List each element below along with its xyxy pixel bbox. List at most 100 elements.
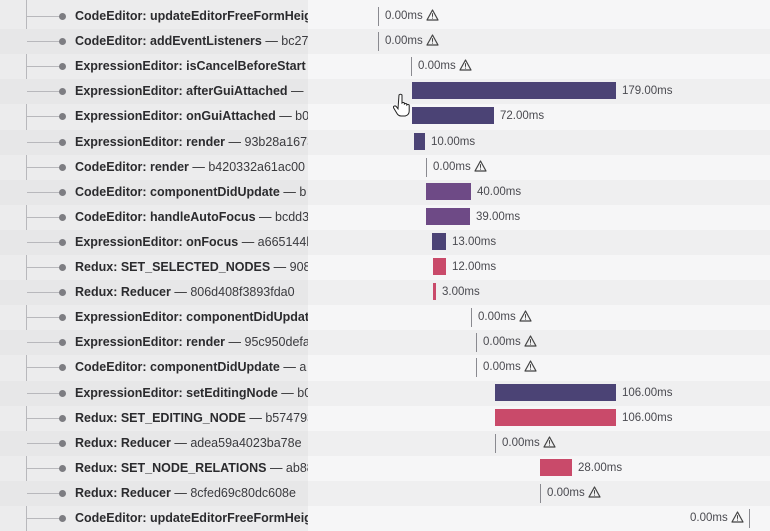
span-operation: CodeEditor: updateEditorFreeFormHeight: [75, 511, 308, 525]
span-row[interactable]: ExpressionEditor: afterGuiAttached — 179.…: [0, 79, 770, 105]
span-label: CodeEditor: handleAutoFocus — bcdd3: [75, 209, 308, 224]
span-tick: [476, 333, 477, 353]
span-duration: 106.00ms: [622, 411, 673, 424]
tree-connector: [27, 317, 63, 319]
span-duration: 10.00ms: [431, 135, 476, 148]
span-row[interactable]: ExpressionEditor: isCancelBeforeStart 0.0…: [0, 54, 770, 79]
tree-connector: [27, 141, 63, 143]
tree-node-dot: [59, 63, 66, 71]
warning-icon: [459, 59, 472, 71]
warning-icon: [524, 335, 537, 347]
tree-connector: [27, 216, 63, 218]
span-id: b0: [295, 109, 308, 124]
span-duration: 0.00ms: [483, 335, 537, 350]
span-row[interactable]: ExpressionEditor: componentDidUpdate 0.00…: [0, 305, 770, 330]
span-operation: ExpressionEditor: afterGuiAttached: [75, 84, 288, 99]
span-duration: 72.00ms: [500, 110, 545, 123]
span-bar[interactable]: [414, 132, 425, 150]
span-id: ab88: [285, 460, 308, 475]
span-id: b574793: [265, 410, 308, 425]
tree-guide-line: [26, 0, 27, 531]
span-row[interactable]: Redux: SET_EDITING_NODE — b574793 106.00m…: [0, 406, 770, 431]
span-bar[interactable]: [433, 283, 436, 301]
span-row[interactable]: Redux: Reducer — 8cfed69c80dc608e 0.00ms: [0, 480, 770, 506]
span-row[interactable]: CodeEditor: addEventListeners — bc27 0.00…: [0, 29, 770, 55]
tree-connector: [27, 518, 63, 519]
span-duration: 179.00ms: [622, 85, 673, 98]
span-duration: 0.00ms: [547, 486, 601, 501]
span-duration: 28.00ms: [578, 461, 623, 474]
span-row[interactable]: CodeEditor: updateEditorFreeFormHeight 0.…: [0, 506, 770, 531]
span-bar[interactable]: [495, 383, 616, 401]
warning-icon: [474, 159, 487, 172]
span-row[interactable]: CodeEditor: componentDidUpdate — a 0.00ms: [0, 355, 770, 380]
span-label: ExpressionEditor: afterGuiAttached —: [75, 84, 304, 99]
span-label: Redux: Reducer — 806d408f3893fda0: [75, 285, 295, 300]
tree-node-dot: [59, 489, 66, 497]
span-bar[interactable]: [412, 82, 616, 100]
warning-icon: [426, 9, 439, 21]
span-id: b: [299, 184, 307, 199]
span-duration: 3.00ms: [442, 286, 480, 299]
span-operation: Redux: Reducer: [75, 435, 171, 450]
span-label: ExpressionEditor: isCancelBeforeStart: [75, 58, 308, 75]
span-bar[interactable]: [432, 232, 446, 250]
tree-node-dot: [59, 113, 66, 121]
span-operation: ExpressionEditor: setEditingNode: [75, 385, 278, 400]
span-row[interactable]: Redux: Reducer — adea59a4023ba78e 0.00ms: [0, 430, 770, 456]
tree-connector: [27, 66, 63, 68]
span-duration: 13.00ms: [452, 235, 497, 248]
span-id: a665144b: [257, 234, 308, 249]
span-row[interactable]: ExpressionEditor: render — 93b28a1673 10.…: [0, 129, 770, 155]
span-bar[interactable]: [540, 458, 572, 476]
span-row[interactable]: ExpressionEditor: setEditingNode — b0 106…: [0, 380, 770, 406]
span-row[interactable]: Redux: Reducer — 806d408f3893fda0 3.00ms: [0, 280, 770, 306]
span-duration: 106.00ms: [622, 386, 673, 399]
span-operation: Redux: Reducer: [75, 485, 171, 500]
span-bar[interactable]: [426, 182, 471, 200]
span-row[interactable]: Redux: SET_SELECTED_NODES — 908 12.00ms: [0, 255, 770, 280]
span-id: b0: [297, 385, 308, 400]
span-operation: Redux: SET_SELECTED_NODES: [75, 260, 271, 274]
span-bar[interactable]: [412, 107, 494, 125]
span-label: CodeEditor: addEventListeners — bc27: [75, 34, 308, 49]
tree-node-dot: [59, 38, 66, 46]
tree-node-dot: [59, 88, 66, 96]
span-label: Redux: Reducer — 8cfed69c80dc608e: [75, 485, 296, 500]
tree-node-dot: [59, 464, 66, 472]
span-bar[interactable]: [433, 258, 446, 275]
tree-node-dot: [59, 264, 66, 271]
span-operation: ExpressionEditor: render: [75, 335, 226, 350]
span-label: CodeEditor: render — b420332a61ac00: [75, 159, 305, 174]
tree-node-dot: [59, 13, 66, 20]
span-row[interactable]: ExpressionEditor: onFocus — a665144b 13.0…: [0, 229, 770, 255]
span-id: 95c950defa5ab7f: [244, 335, 309, 350]
span-operation: Redux: Reducer: [75, 285, 171, 300]
span-id: a: [299, 360, 307, 375]
span-duration: 0.00ms: [433, 159, 487, 175]
span-row[interactable]: CodeEditor: componentDidUpdate — b 40.00m…: [0, 179, 770, 205]
span-row[interactable]: CodeEditor: render — b420332a61ac00 0.00m…: [0, 155, 770, 180]
span-tick: [426, 157, 427, 177]
tree-node-dot: [59, 163, 66, 171]
span-operation: Redux: SET_NODE_RELATIONS: [75, 460, 267, 475]
span-duration: 0.00ms: [483, 360, 537, 375]
span-row[interactable]: ExpressionEditor: onGuiAttached — b0 72.0…: [0, 104, 770, 129]
tree-connector: [27, 442, 63, 444]
tree-connector: [27, 241, 63, 243]
span-label: ExpressionEditor: setEditingNode — b0: [75, 385, 308, 402]
span-bar[interactable]: [426, 207, 470, 225]
span-row[interactable]: CodeEditor: handleAutoFocus — bcdd3 39.00…: [0, 205, 770, 230]
span-duration: 0.00ms: [385, 9, 439, 24]
span-bar[interactable]: [495, 408, 616, 426]
span-label: CodeEditor: componentDidUpdate — a: [75, 360, 307, 375]
span-row[interactable]: CodeEditor: updateEditorFreeFormHeight 0.…: [0, 4, 770, 29]
span-row[interactable]: ExpressionEditor: render — 95c950defa5ab…: [0, 330, 770, 356]
span-row[interactable]: Redux: SET_NODE_RELATIONS — ab88 28.00ms: [0, 456, 770, 481]
tree-connector: [27, 492, 63, 494]
span-label: ExpressionEditor: onFocus — a665144b: [75, 234, 308, 251]
tree-connector: [27, 367, 63, 369]
tree-connector: [27, 292, 63, 294]
tree-connector: [27, 16, 63, 17]
tree-connector: [27, 467, 63, 469]
